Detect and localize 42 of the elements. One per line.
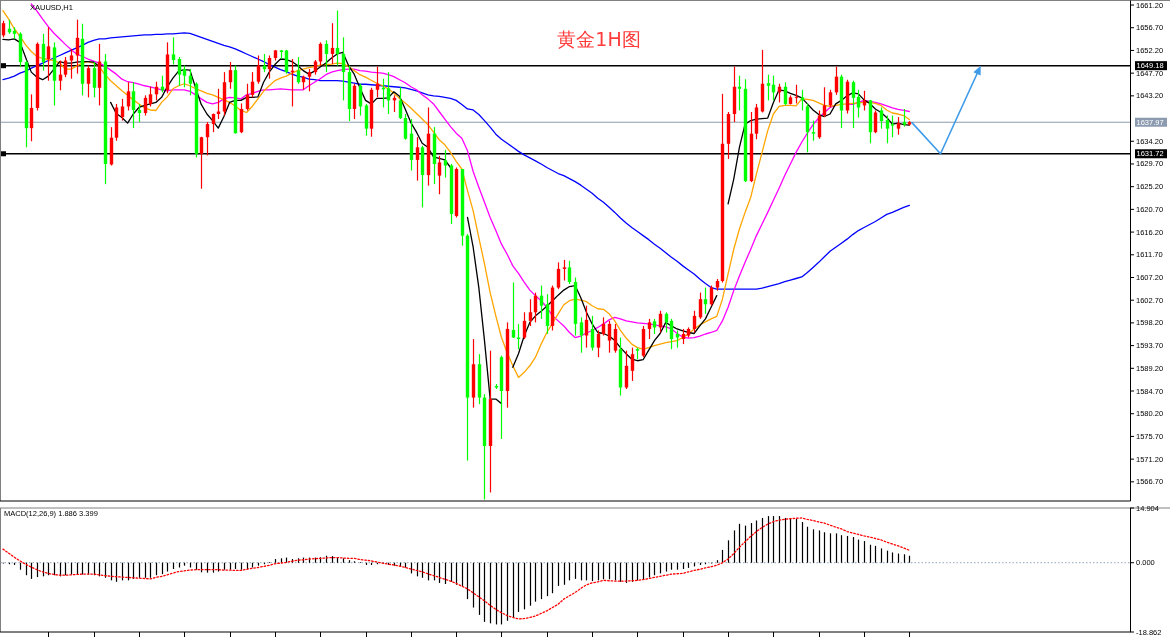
candlestick [556, 261, 561, 290]
candlestick [182, 64, 187, 88]
candlestick [318, 41, 323, 67]
candlestick [794, 84, 799, 105]
candlestick [528, 298, 533, 327]
candlestick [437, 155, 442, 195]
line-series [2, 517, 910, 620]
candlestick [851, 80, 856, 129]
candlestick [811, 119, 816, 142]
candlestick [562, 259, 567, 282]
candlestick [137, 103, 142, 123]
candlestick [398, 86, 403, 120]
candlestick [46, 26, 51, 82]
candlestick [364, 103, 369, 137]
line-series [2, 32, 910, 290]
candlestick [148, 86, 153, 108]
candlestick [766, 74, 771, 101]
text: 黄金1H图 [557, 28, 641, 50]
candlestick [511, 281, 516, 339]
candlestick [86, 64, 91, 98]
candlestick [131, 81, 136, 129]
candlestick [216, 88, 221, 120]
candlestick [92, 61, 97, 98]
candlestick [590, 315, 595, 352]
candlestick [584, 305, 589, 349]
candlestick [403, 113, 408, 141]
candlestick [69, 48, 74, 80]
candlestick [885, 114, 890, 144]
candlestick [873, 109, 878, 134]
candlestick [307, 68, 312, 92]
candlestick [579, 316, 584, 354]
candlestick [890, 114, 895, 138]
candlestick [879, 106, 884, 130]
candlestick [647, 318, 652, 340]
candlestick [177, 56, 182, 87]
candlestick [415, 136, 420, 182]
candlestick [120, 98, 125, 122]
candlestick [171, 36, 176, 66]
candlestick [596, 329, 601, 358]
candlestick [800, 89, 805, 112]
candlestick [822, 86, 827, 118]
candlestick [567, 260, 572, 285]
